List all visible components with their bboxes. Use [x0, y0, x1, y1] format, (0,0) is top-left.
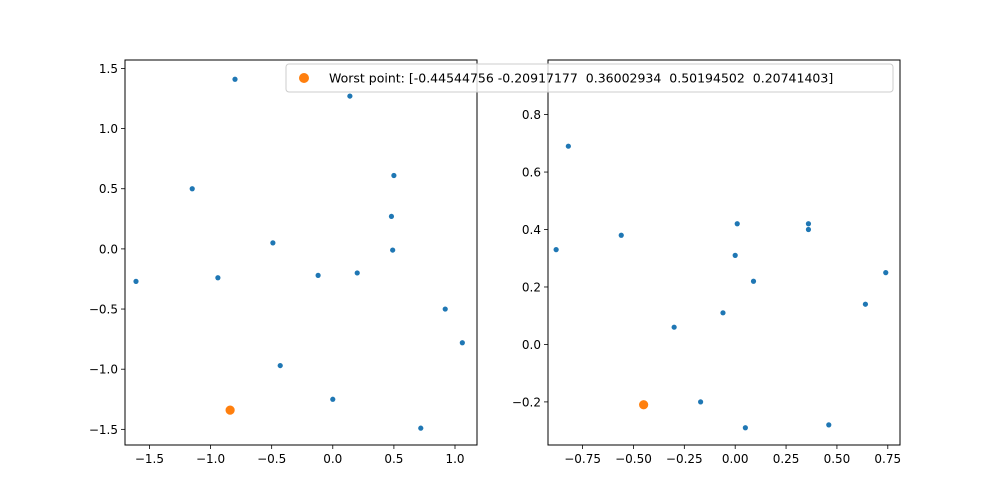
right-data-point — [720, 310, 726, 316]
left-data-point — [232, 76, 238, 82]
left-worst-point-marker — [225, 405, 235, 415]
right-axes-frame — [547, 59, 901, 446]
right-y-tick-label: −0.2 — [512, 395, 541, 409]
right-data-point — [671, 324, 677, 330]
legend-label-worst-point: Worst point: [-0.44544756 -0.20917177 0.… — [329, 71, 833, 86]
left-x-tick-label: 0.5 — [384, 452, 403, 466]
left-data-point — [390, 247, 396, 253]
left-data-point — [270, 240, 276, 246]
right-data-point — [862, 301, 869, 307]
right-data-point — [553, 247, 559, 253]
right-data-point — [805, 221, 812, 227]
left-data-point — [347, 93, 353, 99]
right-y-tick-label: 0.2 — [522, 280, 541, 294]
left-y-tick-label: −1.5 — [89, 423, 118, 437]
left-data-point — [459, 340, 465, 346]
left-y-tick-label: 0.0 — [99, 242, 118, 256]
left-data-point — [133, 278, 139, 284]
right-data-point — [734, 221, 740, 227]
right-data-point — [742, 425, 748, 431]
right-data-point — [565, 143, 571, 149]
left-x-tick-label: 1.0 — [445, 452, 464, 466]
left-y-tick-label: 1.0 — [99, 122, 118, 136]
right-data-point — [883, 270, 889, 276]
left-x-tick-label: −1.0 — [196, 452, 225, 466]
left-axes-frame — [124, 59, 478, 446]
left-y-tick-label: 0.5 — [99, 182, 118, 196]
left-data-point — [330, 396, 336, 402]
left-x-tick-label: −0.5 — [257, 452, 286, 466]
left-y-tick-label: −1.0 — [89, 363, 118, 377]
left-data-point — [277, 362, 283, 369]
right-data-point — [750, 278, 757, 284]
right-y-tick-label: 0.0 — [522, 338, 541, 352]
legend-box — [285, 63, 894, 93]
left-data-point — [391, 172, 397, 179]
left-data-point — [315, 272, 321, 278]
right-data-point — [826, 422, 832, 428]
left-x-tick-label: −1.5 — [135, 452, 164, 466]
right-x-tick-label: 0.25 — [773, 452, 800, 466]
left-data-point — [215, 275, 221, 281]
right-x-tick-label: 0.75 — [874, 452, 901, 466]
right-x-tick-label: 0.50 — [824, 452, 851, 466]
right-data-point — [698, 399, 704, 405]
left-y-tick-label: 1.5 — [99, 62, 118, 76]
right-y-tick-label: 0.6 — [522, 166, 541, 180]
right-worst-point-marker — [639, 400, 649, 410]
left-y-tick-label: −0.5 — [89, 303, 118, 317]
legend: Worst point: [-0.44544756 -0.20917177 0.… — [285, 63, 894, 93]
left-data-point — [388, 213, 395, 220]
right-data-point — [618, 232, 624, 238]
legend-marker-worst-point — [299, 73, 309, 83]
left-x-tick-label: 0.0 — [323, 452, 342, 466]
right-x-tick-label: −0.50 — [615, 452, 652, 466]
left-data-point — [354, 270, 360, 276]
left-data-point — [418, 425, 424, 431]
left-scatter-plot: −1.5 −1.0 −0.5 0.0 0.5 1.0 −1.5 −1.0 −0.5 0.0 0.5 1… — [89, 59, 478, 466]
right-x-tick-label: 0.00 — [722, 452, 749, 466]
right-y-tick-label: 0.8 — [522, 108, 541, 122]
right-data-point — [732, 252, 738, 258]
right-data-point — [805, 226, 812, 233]
left-data-point — [189, 186, 195, 192]
left-data-point — [442, 306, 448, 312]
right-scatter-plot: −0.75 −0.50 −0.25 0.00 0.25 0.50 0.75 −0.2 0.0 0.… — [512, 59, 901, 466]
right-x-tick-label: −0.75 — [564, 452, 601, 466]
right-y-tick-label: 0.4 — [522, 223, 541, 237]
right-x-tick-label: −0.25 — [666, 452, 703, 466]
